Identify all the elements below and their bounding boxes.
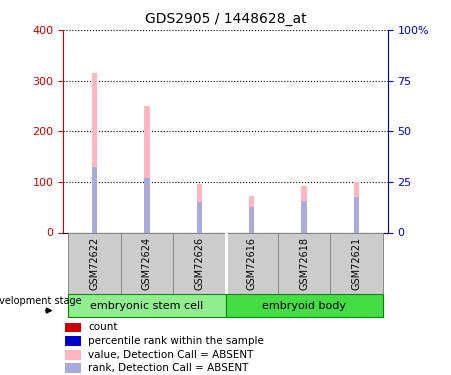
Text: development stage: development stage <box>0 296 82 306</box>
Text: value, Detection Call = ABSENT: value, Detection Call = ABSENT <box>88 350 254 360</box>
Text: GSM72624: GSM72624 <box>142 237 152 290</box>
Text: rank, Detection Call = ABSENT: rank, Detection Call = ABSENT <box>88 363 249 373</box>
Bar <box>65 336 81 346</box>
Bar <box>144 106 150 232</box>
Bar <box>65 363 81 373</box>
Bar <box>69 232 121 294</box>
Text: GSM72616: GSM72616 <box>247 237 257 290</box>
Text: GSM72626: GSM72626 <box>194 237 204 290</box>
Text: percentile rank within the sample: percentile rank within the sample <box>88 336 264 346</box>
Text: GSM72622: GSM72622 <box>90 237 100 290</box>
Bar <box>354 197 359 232</box>
Text: GSM72618: GSM72618 <box>299 237 309 290</box>
Bar <box>121 232 173 294</box>
Bar <box>197 184 202 232</box>
Bar <box>65 322 81 332</box>
Bar <box>92 166 97 232</box>
Bar <box>301 201 307 232</box>
Bar <box>301 186 307 232</box>
Bar <box>278 232 330 294</box>
Bar <box>226 294 382 317</box>
Bar <box>330 232 382 294</box>
Bar <box>144 178 150 232</box>
Title: GDS2905 / 1448628_at: GDS2905 / 1448628_at <box>145 12 306 26</box>
Bar <box>354 182 359 232</box>
Bar <box>249 207 254 232</box>
Text: embryoid body: embryoid body <box>262 301 346 310</box>
Bar <box>226 232 278 294</box>
Bar <box>92 73 97 232</box>
Bar <box>69 294 225 317</box>
Bar <box>249 196 254 232</box>
Text: GSM72621: GSM72621 <box>351 237 361 290</box>
Text: embryonic stem cell: embryonic stem cell <box>90 301 203 310</box>
Bar <box>65 350 81 360</box>
Text: count: count <box>88 322 118 332</box>
Bar <box>173 232 226 294</box>
Bar <box>197 202 202 232</box>
